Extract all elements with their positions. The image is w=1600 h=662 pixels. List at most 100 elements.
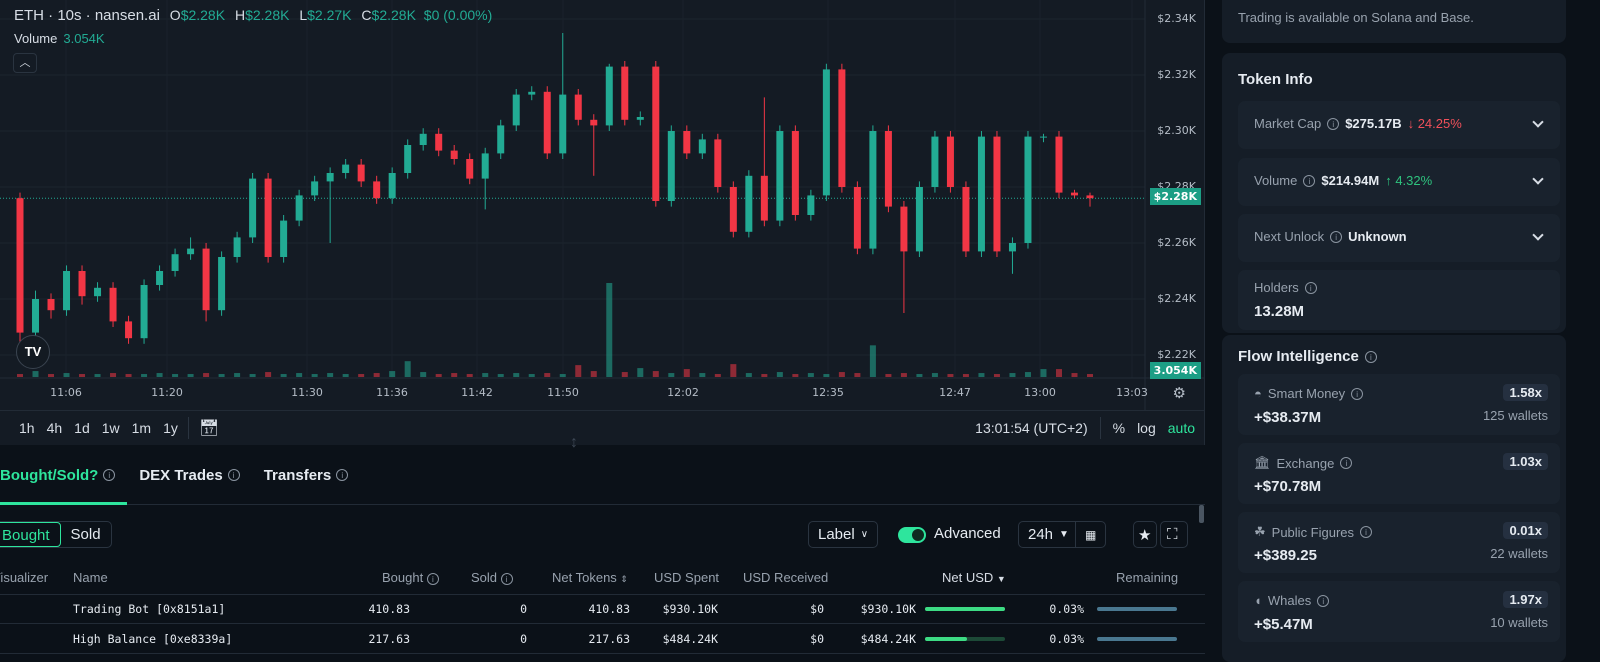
- trading-note: Trading is available on Solana and Base.: [1238, 10, 1474, 25]
- chevron-down-icon[interactable]: [1532, 116, 1544, 128]
- market-cap-change: ↓ 24.25%: [1407, 116, 1462, 131]
- volume-row[interactable]: Volume i $214.94M ↑ 4.32%: [1238, 158, 1560, 206]
- low-label: L: [299, 7, 308, 23]
- price-axis-label: $2.30K: [1157, 124, 1196, 137]
- candle-body: [171, 254, 179, 271]
- tab-transfers[interactable]: Transfers i: [252, 446, 361, 504]
- volume-bar: [296, 373, 303, 377]
- sort-icon[interactable]: ⇕: [620, 574, 628, 584]
- volume-bar: [187, 374, 194, 377]
- resize-handle-icon[interactable]: ↕: [570, 434, 578, 451]
- col-bought[interactable]: Bought i: [382, 570, 439, 585]
- volume-bar: [280, 374, 287, 377]
- flow-item-exchange[interactable]: 🏛︎ Exchange i +$70.78M 1.03x: [1238, 443, 1560, 504]
- col-net-tokens[interactable]: Net Tokens ⇕: [552, 570, 628, 585]
- info-icon[interactable]: i: [1351, 387, 1364, 400]
- candle-body: [621, 66, 629, 120]
- date-range-calendar-icon[interactable]: 📅︎: [198, 420, 220, 437]
- flow-item-whales[interactable]: ◖ Whales i +$5.47M 1.97x 10 wallets: [1238, 581, 1560, 642]
- info-icon[interactable]: i: [1330, 230, 1343, 243]
- volume-bar: [110, 373, 117, 377]
- col-net-usd[interactable]: Net USD ▼: [942, 570, 1006, 585]
- table-row[interactable]: High Balance [0xe8339a] 217.63 0 217.63 …: [0, 625, 1205, 654]
- info-icon[interactable]: i: [1340, 457, 1353, 469]
- flow-item-smart-money[interactable]: ◓ Smart Money i +$38.37M 1.58x 125 wallets: [1238, 374, 1560, 435]
- timeframe-1d[interactable]: 1d: [74, 420, 90, 436]
- candle-body: [342, 164, 350, 173]
- info-icon[interactable]: i: [426, 573, 439, 585]
- favorite-star-icon[interactable]: ★: [1133, 521, 1157, 548]
- segment-sold[interactable]: Sold: [70, 526, 101, 543]
- volume-bar: [745, 373, 752, 377]
- sort-desc-icon[interactable]: ▼: [996, 574, 1006, 584]
- price-chart-panel[interactable]: ETH · 10s · nansen.ai O$2.28K H$2.28K L$…: [0, 0, 1205, 445]
- calendar-icon[interactable]: ▦: [1074, 522, 1105, 547]
- time-axis-label: 11:06: [50, 386, 82, 399]
- chevron-down-icon[interactable]: [1532, 229, 1544, 241]
- info-icon[interactable]: i: [227, 469, 240, 481]
- collapse-legend-button[interactable]: ︿: [13, 53, 37, 73]
- next-unlock-row[interactable]: Next Unlock i Unknown: [1238, 214, 1560, 262]
- segment-bought[interactable]: Bought: [0, 522, 61, 547]
- period-dropdown[interactable]: 24h ▼ ▦: [1018, 521, 1107, 548]
- volume-bar: [590, 371, 597, 377]
- info-icon[interactable]: i: [1364, 350, 1377, 363]
- log-scale-button[interactable]: log: [1137, 420, 1156, 436]
- fullscreen-icon[interactable]: ⛶: [1160, 521, 1188, 548]
- time-axis-label: 11:42: [461, 386, 493, 399]
- col-name[interactable]: Name: [73, 570, 108, 585]
- info-icon[interactable]: i: [1304, 281, 1317, 294]
- info-icon[interactable]: i: [500, 573, 513, 585]
- table-scrollbar[interactable]: [1199, 505, 1204, 523]
- volume-bar: [1009, 373, 1016, 377]
- row-sold: 0: [520, 602, 527, 616]
- time-axis-label: 11:36: [376, 386, 408, 399]
- volume-bar: [466, 374, 473, 377]
- flow-item-public-figures[interactable]: ☘ Public Figures i +$389.25 0.01x 22 walle…: [1238, 512, 1560, 573]
- tab-dex-trades[interactable]: DEX Trades i: [127, 446, 251, 504]
- candle-body: [187, 248, 195, 255]
- info-icon[interactable]: i: [1317, 594, 1330, 607]
- timeframe-1w[interactable]: 1w: [101, 420, 120, 436]
- tradingview-logo[interactable]: TV: [16, 335, 50, 369]
- trading-card: Trading is available on Solana and Base.: [1222, 0, 1566, 43]
- chart-settings-gear-icon[interactable]: ⚙: [1172, 385, 1186, 402]
- info-icon[interactable]: i: [1360, 526, 1373, 538]
- timeframe-1m[interactable]: 1m: [131, 420, 152, 436]
- table-row[interactable]: Trading Bot [0x8151a1] 410.83 0 410.83 $…: [0, 595, 1205, 624]
- chevron-down-icon[interactable]: [1532, 173, 1544, 185]
- col-sold[interactable]: Sold i: [471, 570, 513, 585]
- volume-bar: [373, 373, 380, 377]
- label-dropdown[interactable]: Label ∨: [808, 521, 879, 548]
- col-usd-received[interactable]: USD Received: [743, 570, 829, 585]
- volume-bar: [559, 374, 566, 377]
- row-name[interactable]: High Balance [0xe8339a]: [73, 632, 233, 646]
- volume-bar: [358, 374, 365, 377]
- info-icon[interactable]: i: [336, 469, 349, 481]
- timeframe-1y[interactable]: 1y: [163, 420, 178, 436]
- volume-bar: [265, 372, 272, 377]
- candle-body: [466, 159, 474, 179]
- flow-title: Flow Intelligence: [1238, 348, 1359, 365]
- tab-label: DEX Trades: [139, 466, 223, 484]
- col-remaining[interactable]: Remaining: [1116, 570, 1179, 585]
- col-usd-spent[interactable]: USD Spent: [654, 570, 720, 585]
- info-icon[interactable]: i: [1303, 174, 1316, 187]
- candle-body: [450, 150, 458, 159]
- advanced-toggle[interactable]: [898, 527, 926, 543]
- timeframe-1h[interactable]: 1h: [19, 420, 35, 436]
- auto-scale-button[interactable]: auto: [1167, 420, 1195, 436]
- change-value: $0 (0.00%): [423, 7, 493, 23]
- timeframe-4h[interactable]: 4h: [46, 420, 63, 436]
- market-cap-row[interactable]: Market Cap i $275.17B ↓ 24.25%: [1238, 101, 1560, 149]
- candle-body: [404, 145, 412, 173]
- info-icon[interactable]: i: [1327, 117, 1340, 130]
- candlestick-chart[interactable]: [0, 0, 1205, 410]
- volume-bar: [79, 374, 86, 377]
- price-axis-label: $2.26K: [1157, 236, 1196, 249]
- row-name[interactable]: Trading Bot [0x8151a1]: [73, 602, 226, 616]
- tab-bought-sold[interactable]: Bought/Sold? i: [0, 446, 128, 505]
- row-net-tokens: 410.83: [588, 602, 630, 616]
- percent-scale-button[interactable]: %: [1112, 420, 1126, 436]
- info-icon[interactable]: i: [103, 469, 116, 481]
